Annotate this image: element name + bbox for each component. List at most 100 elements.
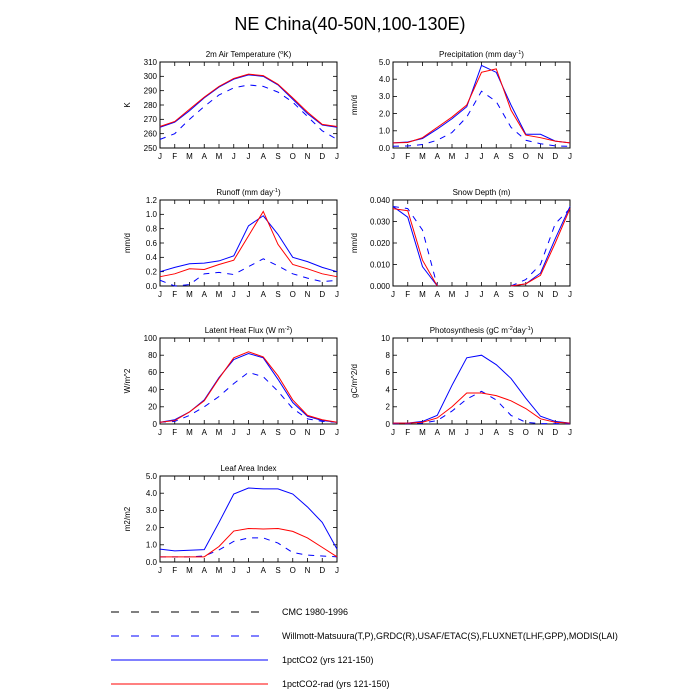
x-tick-label: F: [405, 428, 410, 437]
panel-title: Leaf Area Index: [220, 464, 276, 473]
y-tick-label: 280: [144, 101, 158, 110]
plot-frame: [392, 337, 571, 425]
y-tick-label: 3.0: [146, 506, 158, 515]
x-tick-label: M: [186, 152, 193, 161]
y-tick-label: 5.0: [146, 472, 158, 481]
x-tick-label: O: [290, 152, 296, 161]
series-line-1: [392, 90, 571, 147]
x-tick-label: M: [449, 152, 456, 161]
x-tick-label: J: [480, 428, 484, 437]
legend-label-4: 1pctCO2-rad (yrs 121-150): [282, 679, 390, 689]
x-tick-label: J: [335, 290, 339, 299]
y-tick-label: 2.0: [379, 109, 391, 118]
x-tick-label: O: [290, 290, 296, 299]
x-tick-label: N: [305, 290, 311, 299]
x-tick-label: M: [216, 428, 223, 437]
plot-frame: [159, 337, 338, 425]
series-line-1: [159, 371, 338, 423]
series-line-3: [159, 73, 338, 127]
legend-label-3: 1pctCO2 (yrs 121-150): [282, 655, 374, 665]
y-axis-label: mm/d: [123, 233, 132, 253]
y-tick-label: 10: [381, 334, 390, 343]
x-tick-label: A: [494, 290, 500, 299]
y-tick-label: 0.0: [146, 282, 158, 291]
y-tick-label: 0.0: [379, 144, 391, 153]
y-axis-label: mm/d: [350, 233, 359, 253]
x-tick-label: N: [538, 152, 544, 161]
x-tick-label: O: [523, 428, 529, 437]
x-tick-label: S: [508, 152, 513, 161]
x-tick-label: M: [186, 566, 193, 575]
x-tick-label: D: [319, 290, 325, 299]
series-line-3: [393, 392, 571, 424]
x-tick-label: J: [465, 152, 469, 161]
x-tick-label: F: [172, 428, 177, 437]
x-tick-label: J: [568, 290, 572, 299]
x-tick-label: A: [435, 290, 441, 299]
y-tick-label: 80: [148, 351, 157, 360]
y-axis-label: K: [123, 102, 132, 108]
y-tick-label: 0.040: [370, 196, 391, 205]
panel-title: Precipitation (mm day-1): [439, 50, 524, 59]
x-tick-label: D: [552, 152, 558, 161]
y-axis-label: mm/d: [350, 95, 359, 115]
x-tick-label: J: [247, 566, 251, 575]
y-tick-label: 0.6: [146, 239, 158, 248]
series-line-3: [392, 208, 571, 287]
x-tick-label: S: [275, 152, 280, 161]
y-tick-label: 20: [148, 403, 157, 412]
x-tick-label: S: [275, 428, 280, 437]
x-tick-label: F: [172, 566, 177, 575]
y-tick-label: 1.0: [379, 127, 391, 136]
y-tick-label: 2: [386, 403, 391, 412]
y-tick-label: 4.0: [379, 75, 391, 84]
x-tick-label: J: [232, 566, 236, 575]
y-tick-label: 0.020: [370, 239, 391, 248]
x-tick-label: J: [247, 428, 251, 437]
x-tick-label: M: [449, 290, 456, 299]
y-tick-label: 300: [144, 72, 158, 81]
x-tick-label: A: [261, 290, 267, 299]
y-tick-label: 6: [386, 368, 391, 377]
x-tick-label: J: [335, 428, 339, 437]
y-tick-label: 0.010: [370, 260, 391, 269]
panel-title: 2m Air Temperature (oK): [206, 50, 292, 59]
x-tick-label: J: [158, 566, 162, 575]
x-tick-label: A: [494, 428, 500, 437]
x-tick-label: M: [216, 152, 223, 161]
x-tick-label: M: [186, 428, 193, 437]
panel-1: 2m Air Temperature (oK) 250 260 270 280 290 30…: [123, 50, 339, 161]
series-line-2: [393, 354, 571, 424]
x-tick-label: F: [172, 152, 177, 161]
y-axis-label: m2/m2: [123, 506, 132, 531]
x-tick-label: M: [216, 566, 223, 575]
panels: 2m Air Temperature (oK)25026027028029030…: [123, 50, 572, 575]
series-line-1: [393, 390, 570, 425]
panel-title: Photosynthesis (gC m-2day-1): [430, 326, 534, 335]
x-tick-label: A: [202, 152, 208, 161]
series-line-2: [159, 352, 338, 423]
series-line-3: [159, 210, 338, 278]
plot-frame: [392, 199, 571, 287]
panel-title: Snow Depth (m): [453, 188, 511, 197]
y-tick-label: 40: [148, 385, 157, 394]
y-tick-label: 1.0: [146, 210, 158, 219]
x-tick-label: J: [480, 152, 484, 161]
series-line-3: [160, 527, 338, 558]
x-tick-label: A: [261, 152, 267, 161]
series-line-2: [392, 206, 571, 287]
x-tick-label: O: [290, 428, 296, 437]
x-tick-label: M: [419, 290, 426, 299]
x-tick-label: F: [405, 152, 410, 161]
series-line-1: [159, 258, 338, 287]
series-line-3: [159, 351, 338, 423]
x-tick-label: F: [172, 290, 177, 299]
x-tick-label: O: [523, 290, 529, 299]
x-tick-label: D: [319, 152, 325, 161]
x-tick-label: F: [405, 290, 410, 299]
x-tick-label: S: [275, 290, 280, 299]
x-tick-label: A: [202, 428, 208, 437]
panel-3: Runoff (mm day-1) 0.0 0.2 0.4 0.6 0.8 1.0 1.2 J F…: [123, 188, 339, 299]
